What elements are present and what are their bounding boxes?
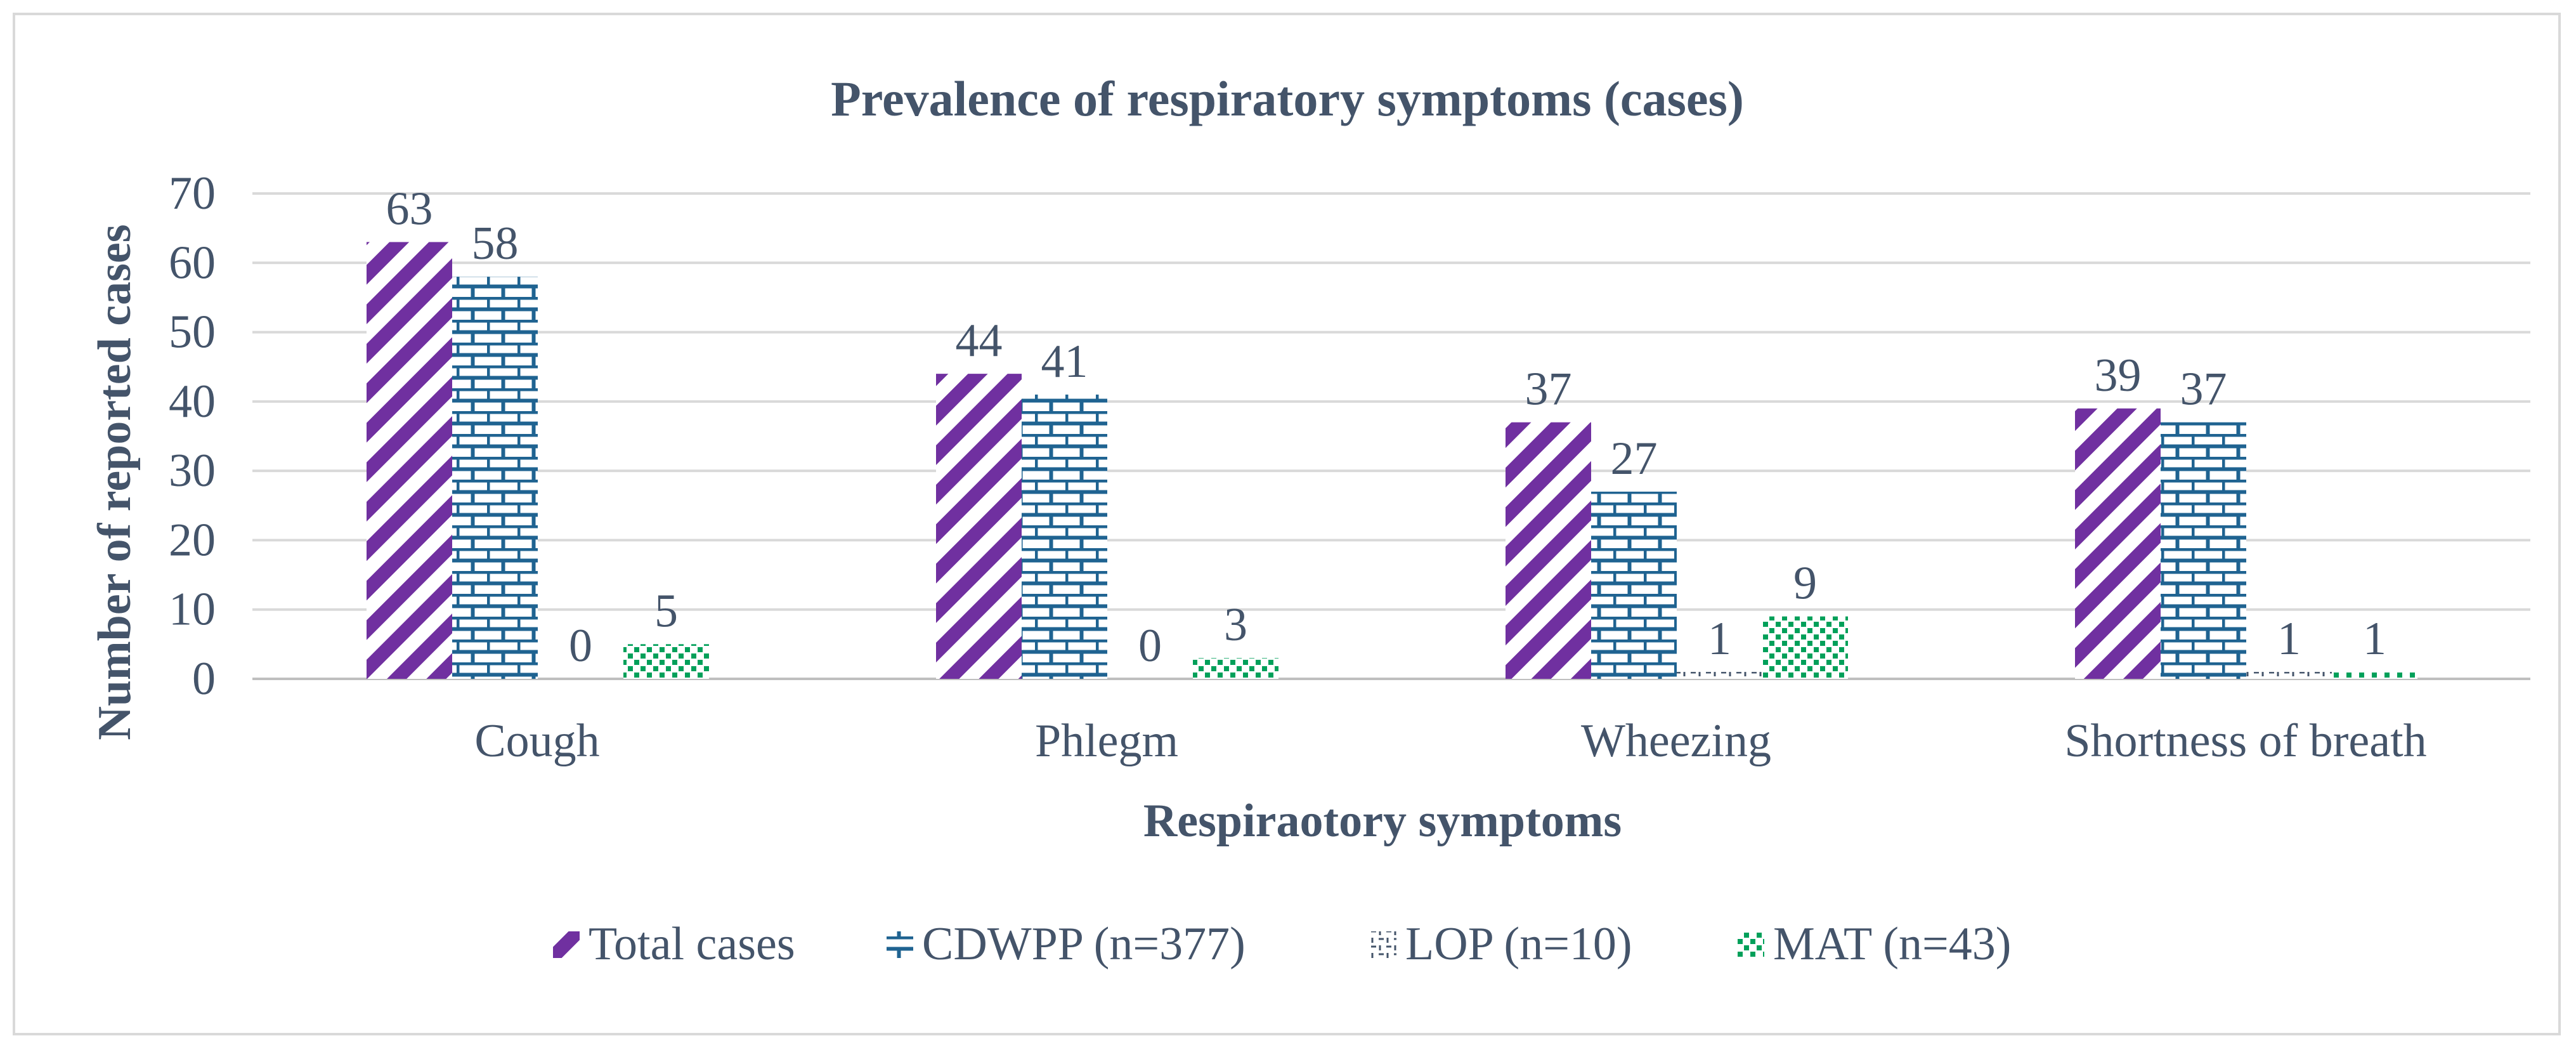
- bar-mat-phlegm: [1193, 658, 1278, 679]
- bar-cdwpp-cough: [452, 277, 538, 679]
- x-category-label: Shortness of breath: [2064, 715, 2426, 767]
- legend: Total cases CDWPP (n=377) LOP (n=10) MAT (n…: [553, 918, 2011, 970]
- data-label: 0: [1138, 620, 1162, 672]
- y-tick-label: 0: [192, 653, 216, 705]
- legend-entry: CDWPP (n=377): [922, 918, 1246, 970]
- data-label: 39: [2095, 350, 2142, 402]
- x-category-label: Phlegm: [1035, 715, 1178, 767]
- bar-lop-shortness-of-breath: [2246, 672, 2332, 679]
- legend-entry: Total cases: [589, 918, 795, 970]
- data-label: 3: [1224, 599, 1247, 651]
- bar-total-phlegm: [936, 374, 1022, 679]
- bar-cdwpp-wheezing: [1591, 491, 1677, 679]
- data-label: 63: [386, 183, 433, 235]
- x-axis-title: Respiraotory symptoms: [1143, 795, 1622, 847]
- y-axis-ticks: 0 10 20 30 40 50 60 70: [169, 167, 216, 705]
- bar-cdwpp-phlegm: [1022, 394, 1107, 679]
- legend-swatch: [887, 931, 913, 958]
- bars: [367, 242, 2417, 679]
- data-label: 1: [2363, 613, 2386, 665]
- y-tick-label: 50: [169, 306, 216, 358]
- legend-entry: LOP (n=10): [1405, 918, 1632, 970]
- data-label: 0: [569, 620, 592, 672]
- data-label: 41: [1041, 336, 1088, 388]
- y-tick-label: 40: [169, 376, 216, 428]
- bar-cdwpp-shortness-of-breath: [2161, 422, 2246, 679]
- y-axis-title: Number of reported cases: [89, 224, 141, 740]
- x-category-label: Wheezing: [1581, 715, 1771, 767]
- data-label: 5: [654, 585, 678, 637]
- y-tick-label: 70: [169, 167, 216, 220]
- data-label: 9: [1793, 558, 1817, 610]
- legend-swatch: [1738, 931, 1764, 958]
- bar-lop-wheezing: [1677, 672, 1762, 679]
- data-label: 37: [2180, 364, 2227, 416]
- x-category-label: Cough: [474, 715, 599, 767]
- legend-entry: MAT (n=43): [1773, 918, 2011, 970]
- data-label: 58: [472, 218, 519, 270]
- bar-total-wheezing: [1506, 422, 1591, 679]
- y-tick-label: 10: [169, 584, 216, 636]
- legend-swatch: [1370, 931, 1396, 958]
- data-label: 1: [2277, 613, 2301, 665]
- data-label: 37: [1525, 364, 1572, 416]
- chart-title: Prevalence of respiratory symptoms (case…: [831, 71, 1744, 126]
- bar-total-cough: [367, 242, 452, 679]
- data-label: 27: [1611, 433, 1658, 485]
- data-label: 44: [956, 315, 1003, 367]
- data-label: 1: [1708, 613, 1731, 665]
- x-axis-categories: Cough Phlegm Wheezing Shortness of breath: [474, 715, 2426, 767]
- y-tick-label: 20: [169, 514, 216, 566]
- bar-total-shortness-of-breath: [2075, 408, 2161, 679]
- bar-mat-shortness-of-breath: [2332, 672, 2417, 679]
- bar-mat-wheezing: [1762, 616, 1848, 679]
- y-tick-label: 60: [169, 237, 216, 289]
- legend-swatch: [553, 931, 580, 958]
- bar-mat-cough: [623, 644, 709, 679]
- y-tick-label: 30: [169, 445, 216, 497]
